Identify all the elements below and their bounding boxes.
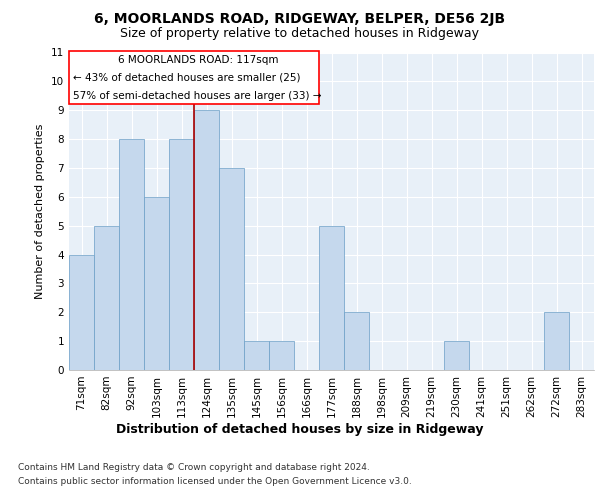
Text: 6 MOORLANDS ROAD: 117sqm: 6 MOORLANDS ROAD: 117sqm xyxy=(118,55,278,65)
Bar xyxy=(544,312,569,370)
Bar xyxy=(244,341,269,370)
Text: Distribution of detached houses by size in Ridgeway: Distribution of detached houses by size … xyxy=(116,422,484,436)
Text: 6, MOORLANDS ROAD, RIDGEWAY, BELPER, DE56 2JB: 6, MOORLANDS ROAD, RIDGEWAY, BELPER, DE5… xyxy=(94,12,506,26)
Bar xyxy=(344,312,369,370)
Text: Contains HM Land Registry data © Crown copyright and database right 2024.: Contains HM Land Registry data © Crown c… xyxy=(18,462,370,471)
Text: ← 43% of detached houses are smaller (25): ← 43% of detached houses are smaller (25… xyxy=(73,73,300,83)
Bar xyxy=(94,226,119,370)
Bar xyxy=(269,341,294,370)
Bar xyxy=(319,226,344,370)
Text: Size of property relative to detached houses in Ridgeway: Size of property relative to detached ho… xyxy=(121,28,479,40)
Bar xyxy=(169,139,194,370)
Text: 57% of semi-detached houses are larger (33) →: 57% of semi-detached houses are larger (… xyxy=(73,90,321,101)
Bar xyxy=(69,254,94,370)
Y-axis label: Number of detached properties: Number of detached properties xyxy=(35,124,46,299)
Text: Contains public sector information licensed under the Open Government Licence v3: Contains public sector information licen… xyxy=(18,478,412,486)
Bar xyxy=(119,139,144,370)
Bar xyxy=(69,51,319,104)
Bar xyxy=(194,110,219,370)
Bar xyxy=(444,341,469,370)
Bar xyxy=(219,168,244,370)
Bar xyxy=(144,197,169,370)
